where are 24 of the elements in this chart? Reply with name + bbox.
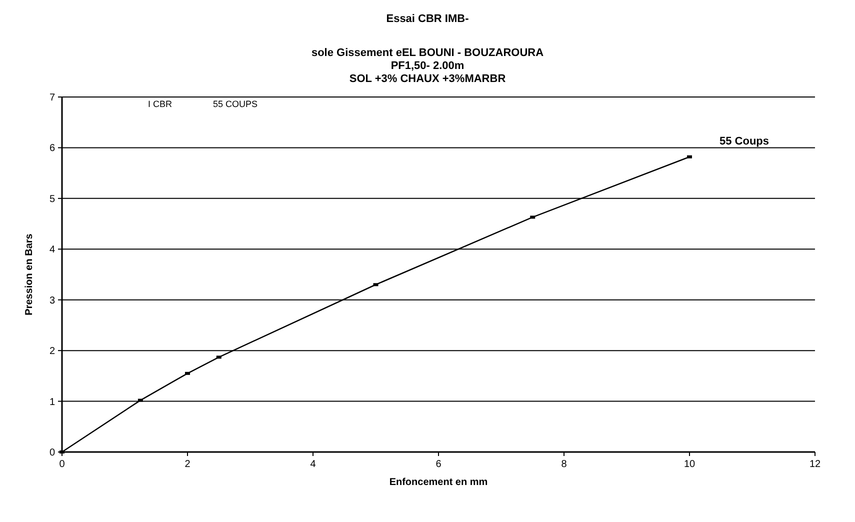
y-tick-label: 5 (49, 194, 56, 205)
chart-title: Essai CBR IMB- (386, 13, 470, 25)
y-tick-label: 3 (49, 295, 56, 306)
text: 55 Coups (720, 136, 770, 148)
y-tick-label: 2 (49, 346, 56, 358)
y-tick-label: 0 (49, 448, 56, 458)
x-tick-label: 4 (310, 459, 316, 470)
x-tick-label: 0 (59, 459, 66, 470)
y-tick-label: 1 (49, 396, 56, 408)
annotation: I CBR (148, 99, 173, 109)
x-axis-title: Enfoncement en mm (389, 477, 488, 488)
y-tick-label: 4 (49, 244, 56, 256)
annotation: 55 COUPS (213, 99, 258, 109)
chart-subtitle: sole Gissement eEL BOUNI - BOUZAROURA PF1,50- 2.00m SOL +3% CHAUX +3%MARBR (311, 47, 544, 85)
x-tick-label: 6 (436, 459, 442, 470)
x-tick-label: 12 (809, 459, 821, 470)
x-tick-label: 2 (184, 459, 191, 470)
y-tick-label: 7 (49, 92, 56, 104)
y-tick-label: 6 (49, 143, 56, 154)
x-tick-label: 10 (684, 459, 696, 470)
point (687, 155, 692, 158)
x-tick-label: 8 (561, 459, 568, 470)
point (185, 372, 190, 375)
y-axis-title: Pression en Bars (24, 233, 35, 316)
